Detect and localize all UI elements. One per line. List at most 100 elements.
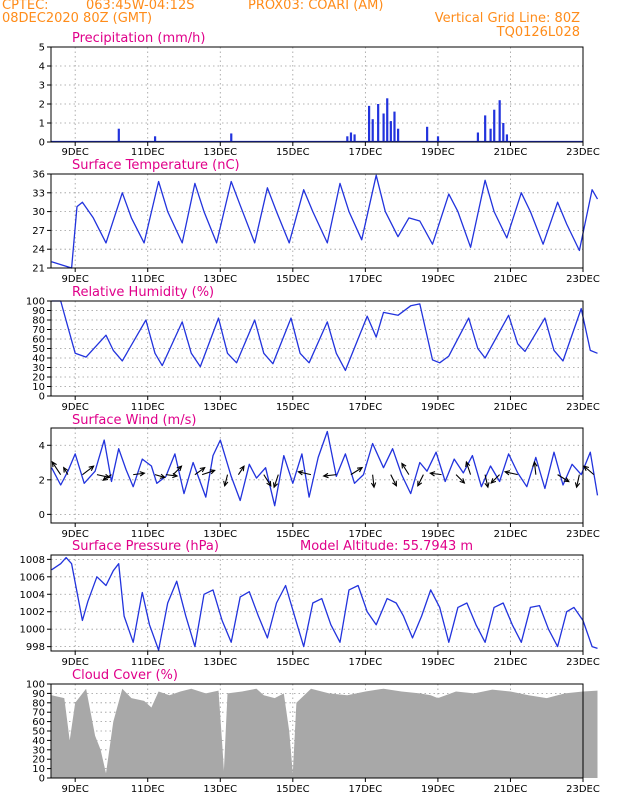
- precip-bar: [371, 119, 374, 142]
- y-tick-label: 4: [39, 441, 45, 452]
- x-tick-label: 21DEC: [494, 529, 528, 540]
- x-tick-label: 9DEC: [61, 402, 88, 413]
- precip-bar: [349, 132, 353, 142]
- x-tick-label: 17DEC: [348, 147, 382, 158]
- y-tick-label: 20: [32, 755, 45, 766]
- wind-vector-head: [199, 466, 206, 473]
- wind-vector-arrow: [455, 474, 465, 484]
- wind-vector-head: [88, 465, 95, 471]
- header-grid-note: Vertical Grid Line: 80Z: [434, 11, 580, 26]
- precip-bar: [505, 134, 509, 142]
- x-tick-label: 21DEC: [494, 657, 528, 668]
- y-tick-label: 3: [39, 81, 45, 92]
- x-tick-label: 19DEC: [421, 274, 455, 285]
- y-tick-label: 70: [32, 325, 45, 336]
- x-tick-label: 13DEC: [203, 274, 237, 285]
- y-tick-label: 90: [32, 689, 45, 700]
- panel-frame: [50, 427, 584, 524]
- wind-vector-head: [574, 482, 581, 489]
- y-tick-label: 60: [32, 335, 45, 346]
- wind-vector-arrow: [490, 474, 500, 484]
- y-tick-label: 0: [39, 774, 45, 785]
- series-line: [51, 556, 598, 651]
- x-tick-label: 11DEC: [131, 784, 165, 795]
- wind-vector-head: [532, 460, 538, 467]
- y-tick-label: 90: [32, 306, 45, 317]
- wind-vector-arrow: [194, 467, 206, 476]
- x-tick-label: 15DEC: [276, 529, 310, 540]
- precip-bar: [153, 136, 157, 142]
- wind-vector-arrow: [557, 474, 570, 483]
- precip-bar: [489, 128, 492, 142]
- y-tick-label: 1004: [20, 590, 45, 601]
- x-tick-label: 19DEC: [421, 402, 455, 413]
- wind-vector-head: [392, 480, 397, 487]
- y-tick-label: 40: [32, 354, 45, 365]
- y-tick-label: 5: [39, 43, 45, 54]
- wind-vector-arrow: [401, 463, 410, 475]
- y-tick-label: 60: [32, 717, 45, 728]
- y-tick-label: 10: [32, 382, 45, 393]
- wind-vector-arrow: [154, 474, 165, 478]
- precip-bar: [117, 128, 120, 142]
- wind-vector-arrow: [350, 467, 363, 476]
- x-tick-label: 13DEC: [203, 402, 237, 413]
- y-tick-label: 36: [32, 170, 45, 181]
- y-tick-label: 50: [32, 344, 45, 355]
- y-tick-label: 70: [32, 708, 45, 719]
- x-tick-label: 11DEC: [131, 274, 165, 285]
- y-tick-label: 80: [32, 698, 45, 709]
- y-tick-label: 2: [39, 100, 45, 111]
- panel-title: Cloud Cover (%): [72, 668, 178, 683]
- x-tick-label: 21DEC: [494, 147, 528, 158]
- wind-vector-arrow: [51, 461, 62, 475]
- x-tick-label: 11DEC: [131, 147, 165, 158]
- panel-frame: [50, 554, 584, 652]
- wind-vector-arrow: [263, 474, 272, 487]
- y-tick-label: 24: [32, 245, 45, 256]
- panel-3: [47, 427, 599, 527]
- wind-vector-arrow: [201, 469, 215, 476]
- wind-vector-arrow: [172, 465, 182, 476]
- header-location: PROX03: COARI (AM): [248, 0, 384, 13]
- wind-vector-arrow: [533, 461, 537, 475]
- cloud-cover-area: [51, 688, 598, 778]
- panel-annotation: Model Altitude: 55.7943 m: [300, 539, 473, 554]
- precip-bar: [382, 113, 385, 142]
- x-tick-label: 11DEC: [131, 402, 165, 413]
- y-tick-label: 0: [39, 392, 45, 403]
- precip-bar: [484, 115, 487, 142]
- precip-bar: [498, 100, 501, 142]
- wind-vector-head: [417, 480, 423, 487]
- panel-title: Surface Temperature (nC): [72, 158, 240, 173]
- y-tick-label: 4: [39, 62, 45, 73]
- panel-5: [47, 683, 598, 782]
- wind-vector-arrow: [237, 465, 245, 475]
- panel-frame: [50, 46, 584, 143]
- x-tick-label: 9DEC: [61, 784, 88, 795]
- wind-vector-head: [322, 472, 329, 479]
- x-tick-label: 17DEC: [348, 784, 382, 795]
- wind-vector-head: [459, 478, 466, 484]
- y-tick-label: 30: [32, 745, 45, 756]
- wind-vector-arrow: [323, 474, 337, 477]
- series-line: [51, 430, 599, 507]
- x-tick-label: 23DEC: [566, 529, 600, 540]
- wind-vector-head: [63, 466, 69, 473]
- panel-4: [47, 554, 598, 655]
- wind-vector-head: [272, 482, 278, 489]
- x-tick-label: 23DEC: [566, 147, 600, 158]
- wind-vector-head: [583, 465, 590, 472]
- wind-vector-head: [176, 465, 183, 472]
- precip-bar: [367, 105, 371, 142]
- y-tick-label: 30: [32, 363, 45, 374]
- precip-bar: [389, 121, 392, 142]
- series-line: [51, 300, 598, 372]
- y-tick-label: 40: [32, 736, 45, 747]
- y-tick-label: 30: [32, 207, 45, 218]
- y-tick-label: 1006: [20, 572, 45, 583]
- wind-vector-arrow: [484, 474, 489, 488]
- y-tick-label: 100: [26, 680, 45, 691]
- wind-vector-head: [209, 469, 216, 475]
- header-source: CPTEC:: [2, 0, 49, 13]
